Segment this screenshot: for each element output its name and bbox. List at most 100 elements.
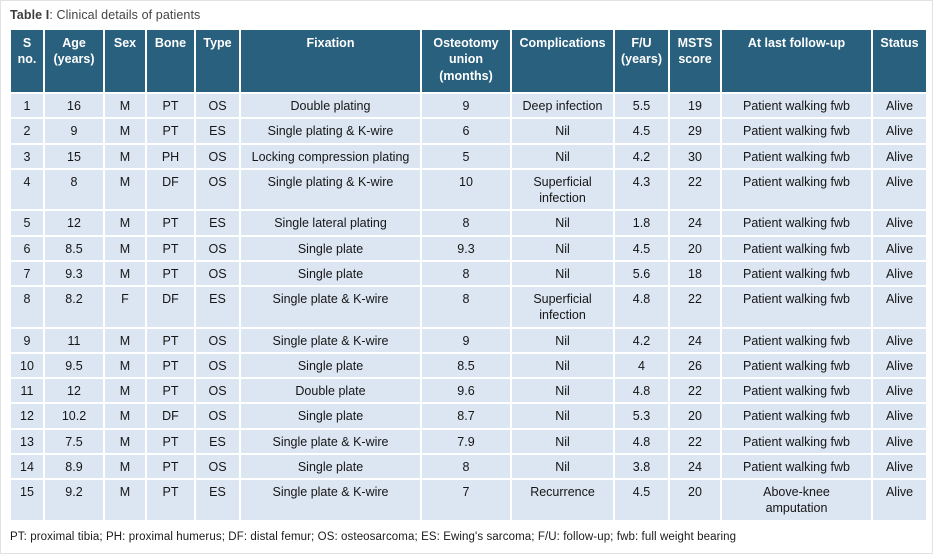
table-cell: OS bbox=[194, 234, 241, 262]
table-cell: 22 bbox=[668, 427, 722, 455]
table-caption-label: Table I bbox=[10, 8, 50, 22]
table-cell: Nil bbox=[510, 427, 615, 455]
table-cell: M bbox=[103, 478, 147, 522]
table-cell: M bbox=[103, 376, 147, 405]
table-cell: OS bbox=[194, 351, 241, 380]
table-cell: Single plate & K-wire bbox=[239, 326, 422, 354]
table-cell: 15 bbox=[9, 478, 45, 522]
table-cell: Single plate bbox=[239, 259, 422, 288]
table-cell: Patient walking fwb bbox=[720, 376, 873, 405]
table-cell: 11 bbox=[43, 326, 105, 354]
table-row: 8 8.2 F DF ES Single plate & K-wire 8 Superfici… bbox=[9, 285, 928, 329]
table-cell: Single plate bbox=[239, 234, 422, 262]
table-cell: Alive bbox=[871, 167, 928, 212]
table-cell: Alive bbox=[871, 259, 928, 288]
table-cell: Alive bbox=[871, 351, 928, 380]
table-cell: Nil bbox=[510, 402, 615, 430]
table-cell: 2 bbox=[9, 117, 45, 145]
table-cell: M bbox=[103, 91, 147, 120]
col-header-follow-up: At last follow-up bbox=[720, 28, 873, 94]
table-row: 11 12 M PT OS Double plate 9.6 Nil 4.8 22 Patient … bbox=[9, 376, 928, 405]
table-cell: Alive bbox=[871, 402, 928, 430]
table-cell: Patient walking fwb bbox=[720, 167, 873, 212]
table-cell: Above-knee amputation bbox=[720, 478, 873, 522]
table-cell: 4.5 bbox=[613, 234, 670, 262]
table-cell: Patient walking fwb bbox=[720, 402, 873, 430]
table-cell: 8 bbox=[420, 452, 512, 481]
table-cell: Patient walking fwb bbox=[720, 234, 873, 262]
table-cell: 9.3 bbox=[420, 234, 512, 262]
table-cell: 6 bbox=[9, 234, 45, 262]
table-cell: PT bbox=[145, 351, 196, 380]
table-cell: Patient walking fwb bbox=[720, 259, 873, 288]
table-cell: 1 bbox=[9, 91, 45, 120]
table-cell: 9 bbox=[420, 326, 512, 354]
table-cell: Alive bbox=[871, 142, 928, 170]
table-cell: F bbox=[103, 285, 147, 329]
table-cell: ES bbox=[194, 117, 241, 145]
table-cell: Patient walking fwb bbox=[720, 117, 873, 145]
table-cell: Patient walking fwb bbox=[720, 427, 873, 455]
col-header-complications: Complications bbox=[510, 28, 615, 94]
table-cell: 4 bbox=[9, 167, 45, 212]
table-cell: M bbox=[103, 402, 147, 430]
table-cell: 12 bbox=[9, 402, 45, 430]
table-cell: Nil bbox=[510, 351, 615, 380]
table-cell: Alive bbox=[871, 427, 928, 455]
table-cell: 16 bbox=[43, 91, 105, 120]
table-caption-text: : Clinical details of patients bbox=[49, 8, 201, 22]
table-cell: M bbox=[103, 117, 147, 145]
table-cell: M bbox=[103, 142, 147, 170]
table-cell: Nil bbox=[510, 234, 615, 262]
table-cell: 4.5 bbox=[613, 478, 670, 522]
table-cell: 12 bbox=[43, 209, 105, 237]
table-row: 10 9.5 M PT OS Single plate 8.5 Nil 4 26 Patient w… bbox=[9, 351, 928, 380]
table-cell: 20 bbox=[668, 478, 722, 522]
table-row: 13 7.5 M PT ES Single plate & K-wire 7.9 Nil 4.8… bbox=[9, 427, 928, 455]
table-cell: Patient walking fwb bbox=[720, 452, 873, 481]
table-cell: 9.3 bbox=[43, 259, 105, 288]
col-header-bone: Bone bbox=[145, 28, 196, 94]
table-cell: 4.5 bbox=[613, 117, 670, 145]
table-cell: Patient walking fwb bbox=[720, 351, 873, 380]
col-header-fu: F/U (years) bbox=[613, 28, 670, 94]
table-cell: ES bbox=[194, 209, 241, 237]
table-cell: 5 bbox=[9, 209, 45, 237]
table-cell: Alive bbox=[871, 478, 928, 522]
table-row: 15 9.2 M PT ES Single plate & K-wire 7 Recurren… bbox=[9, 478, 928, 522]
table-row: 2 9 M PT ES Single plating & K-wire 6 Nil 4.5 29 P… bbox=[9, 117, 928, 145]
table-cell: 29 bbox=[668, 117, 722, 145]
table-cell: 8 bbox=[420, 259, 512, 288]
table-cell: Double plate bbox=[239, 376, 422, 405]
table-cell: PT bbox=[145, 117, 196, 145]
table-cell: Single plate & K-wire bbox=[239, 427, 422, 455]
table-cell: M bbox=[103, 259, 147, 288]
table-cell: Nil bbox=[510, 452, 615, 481]
table-cell: 8 bbox=[420, 209, 512, 237]
table-cell: 11 bbox=[9, 376, 45, 405]
table-cell: 13 bbox=[9, 427, 45, 455]
table-cell: 24 bbox=[668, 452, 722, 481]
table-cell: OS bbox=[194, 142, 241, 170]
table-cell: PT bbox=[145, 259, 196, 288]
table-cell: M bbox=[103, 452, 147, 481]
table-cell: 1.8 bbox=[613, 209, 670, 237]
table-cell: Alive bbox=[871, 376, 928, 405]
table-cell: M bbox=[103, 167, 147, 212]
table-cell: PT bbox=[145, 326, 196, 354]
table-cell: Nil bbox=[510, 209, 615, 237]
table-row: 7 9.3 M PT OS Single plate 8 Nil 5.6 18 Patient wa… bbox=[9, 259, 928, 288]
col-header-s-no: S no. bbox=[9, 28, 45, 94]
table-cell: Nil bbox=[510, 142, 615, 170]
table-cell: 22 bbox=[668, 285, 722, 329]
table-cell: Recurrence bbox=[510, 478, 615, 522]
table-cell: 26 bbox=[668, 351, 722, 380]
table-cell: 4.8 bbox=[613, 376, 670, 405]
table-cell: 15 bbox=[43, 142, 105, 170]
col-header-status: Status bbox=[871, 28, 928, 94]
col-header-type: Type bbox=[194, 28, 241, 94]
table-cell: 9.2 bbox=[43, 478, 105, 522]
table-cell: Superficial infection bbox=[510, 285, 615, 329]
table-cell: DF bbox=[145, 167, 196, 212]
